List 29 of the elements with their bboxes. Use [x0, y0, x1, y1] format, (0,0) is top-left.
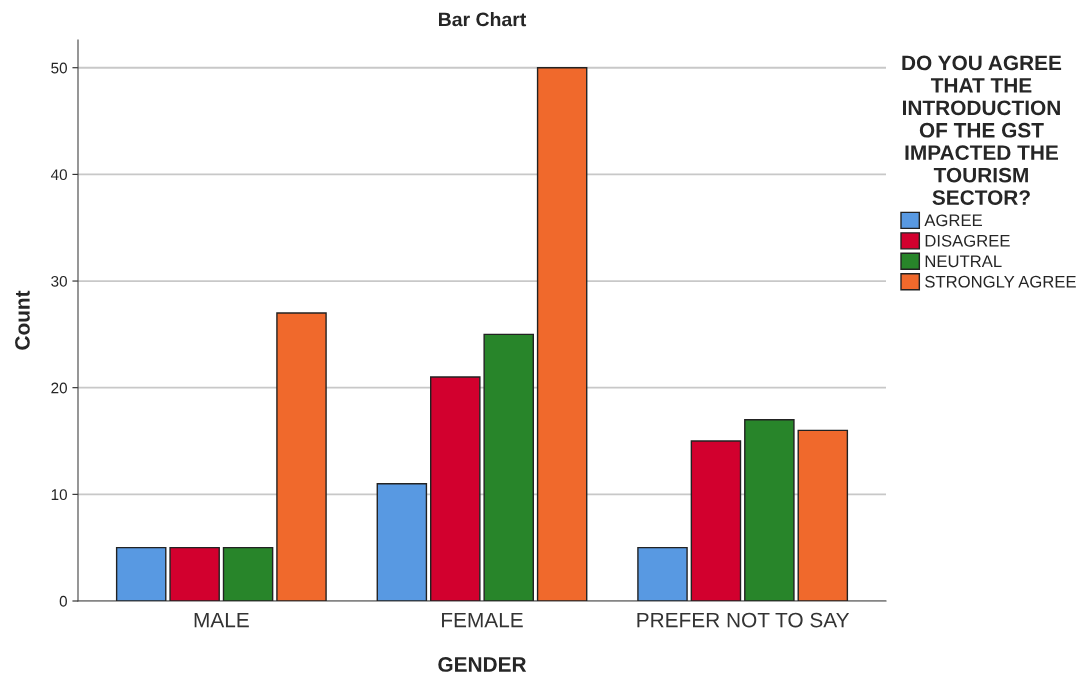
x-tick-label: PREFER NOT TO SAY — [637, 612, 850, 628]
bar — [536, 67, 588, 601]
bar — [222, 546, 274, 601]
y-tick-label: 20 — [51, 382, 67, 394]
y-tick-label: 0 — [59, 595, 67, 607]
x-tick-label: FEMALE — [442, 612, 523, 628]
bar — [690, 440, 742, 601]
legend-label: STRONGLY AGREE — [925, 275, 1076, 288]
y-axis-title: Count — [15, 290, 30, 350]
bar — [744, 418, 795, 601]
bar — [376, 482, 428, 601]
bar — [637, 546, 688, 601]
y-tick-label: 10 — [51, 489, 67, 501]
y-tick-label: 40 — [50, 169, 67, 181]
bar — [276, 312, 327, 601]
y-tick-label: 30 — [51, 275, 67, 287]
legend-label: AGREE — [924, 214, 982, 227]
x-axis-title: GENDER — [438, 657, 527, 672]
y-tick-label: 50 — [51, 62, 67, 74]
bar — [797, 429, 849, 601]
bar — [483, 333, 534, 601]
chart-title: Bar Chart — [439, 12, 527, 27]
bar — [115, 546, 167, 601]
legend-label: NEUTRAL — [925, 255, 1002, 268]
legend-title: DO YOU AGREE THAT THE INTRODUCTION OF THE GST IMPACTED THE TOURISM SECTOR? — [902, 55, 1062, 205]
bar — [169, 546, 220, 601]
legend-label: DISAGREE — [925, 234, 1010, 247]
bar — [430, 376, 481, 601]
x-tick-label: MALE — [194, 612, 249, 628]
